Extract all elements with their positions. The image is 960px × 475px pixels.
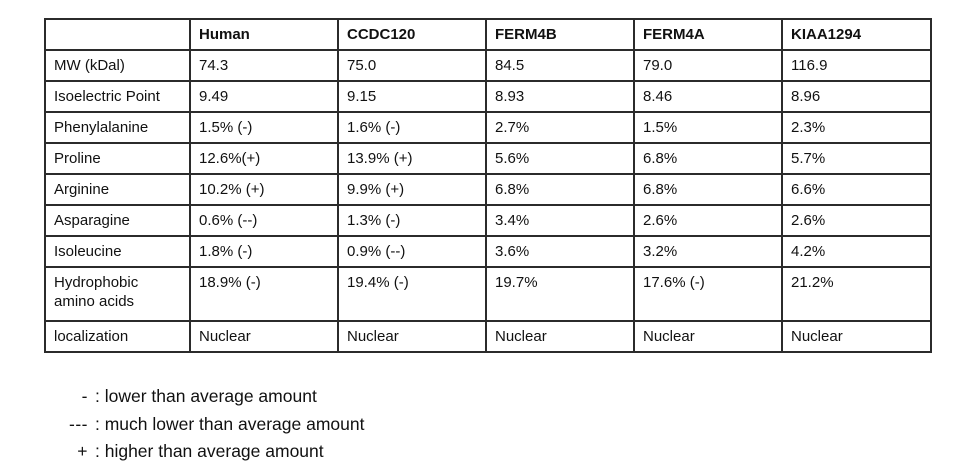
table-header-row: Human CCDC120 FERM4B FERM4A KIAA1294 xyxy=(44,18,932,51)
protein-comparison-table: Human CCDC120 FERM4B FERM4A KIAA1294 MW … xyxy=(44,18,932,353)
table-cell: 21.2% xyxy=(781,266,932,322)
table-cell: 8.93 xyxy=(485,80,635,113)
table-cell: 2.6% xyxy=(633,204,783,237)
table-cell: 9.15 xyxy=(337,80,487,113)
table-row-isoleucine: Isoleucine 1.8% (-) 0.9% (--) 3.6% 3.2% … xyxy=(44,235,932,268)
row-label-cell: Phenylalanine xyxy=(44,111,191,144)
table-cell: 3.4% xyxy=(485,204,635,237)
table-cell: 9.9% (+) xyxy=(337,173,487,206)
table-cell: 2.6% xyxy=(781,204,932,237)
table-row-phenylalanine: Phenylalanine 1.5% (-) 1.6% (-) 2.7% 1.5… xyxy=(44,111,932,144)
header-cell-kiaa1294: KIAA1294 xyxy=(781,18,932,51)
table-cell: 4.2% xyxy=(781,235,932,268)
row-label-cell: localization xyxy=(44,320,191,353)
table-row-hydrophobic-amino-acids: Hydrophobic amino acids 18.9% (-) 19.4% … xyxy=(44,266,932,322)
table-cell: 5.7% xyxy=(781,142,932,175)
table-cell: 84.5 xyxy=(485,49,635,82)
table-cell: 8.46 xyxy=(633,80,783,113)
row-label-cell: Proline xyxy=(44,142,191,175)
table-cell: 3.2% xyxy=(633,235,783,268)
legend-line-much-lower: --- : much lower than average amount xyxy=(50,411,364,439)
table-cell: 74.3 xyxy=(189,49,339,82)
legend-text: : higher than average amount xyxy=(95,441,324,461)
table-cell: 2.3% xyxy=(781,111,932,144)
table-cell: 1.8% (-) xyxy=(189,235,339,268)
row-label-cell: Isoelectric Point xyxy=(44,80,191,113)
legend-line-higher: + : higher than average amount xyxy=(50,438,364,466)
table-cell: 75.0 xyxy=(337,49,487,82)
legend-text: : lower than average amount xyxy=(95,386,317,406)
table-cell: 1.6% (-) xyxy=(337,111,487,144)
table-cell: 13.9% (+) xyxy=(337,142,487,175)
symbol-legend: -: lower than average amount --- : much l… xyxy=(50,383,364,466)
table-row-asparagine: Asparagine 0.6% (--) 1.3% (-) 3.4% 2.6% … xyxy=(44,204,932,237)
header-cell-ferm4b: FERM4B xyxy=(485,18,635,51)
header-cell-human: Human xyxy=(189,18,339,51)
row-label-cell: Asparagine xyxy=(44,204,191,237)
table-cell: 8.96 xyxy=(781,80,932,113)
legend-symbol-triple-minus: --- xyxy=(69,413,88,434)
table-row-isoelectric-point: Isoelectric Point 9.49 9.15 8.93 8.46 8.… xyxy=(44,80,932,113)
table-cell: 6.8% xyxy=(485,173,635,206)
row-label-cell: Isoleucine xyxy=(44,235,191,268)
table-cell: 6.6% xyxy=(781,173,932,206)
table-cell: 2.7% xyxy=(485,111,635,144)
table-cell: 0.6% (--) xyxy=(189,204,339,237)
row-label-cell: Arginine xyxy=(44,173,191,206)
legend-symbol-plus: + xyxy=(77,441,88,461)
table-cell: Nuclear xyxy=(781,320,932,353)
table-row-mw: MW (kDal) 74.3 75.0 84.5 79.0 116.9 xyxy=(44,49,932,82)
table-row-arginine: Arginine 10.2% (+) 9.9% (+) 6.8% 6.8% 6.… xyxy=(44,173,932,206)
table-cell: 1.5% xyxy=(633,111,783,144)
legend-text: : much lower than average amount xyxy=(95,413,365,434)
table-cell: Nuclear xyxy=(633,320,783,353)
legend-line-lower: -: lower than average amount xyxy=(50,383,364,411)
legend-symbol-minus: - xyxy=(81,386,88,406)
table-cell: 5.6% xyxy=(485,142,635,175)
table-cell: 10.2% (+) xyxy=(189,173,339,206)
header-cell-ferm4a: FERM4A xyxy=(633,18,783,51)
table-cell: 18.9% (-) xyxy=(189,266,339,322)
table-cell: 19.7% xyxy=(485,266,635,322)
row-label-cell: Hydrophobic amino acids xyxy=(44,266,191,322)
table-cell: 6.8% xyxy=(633,173,783,206)
table-row-localization: localization Nuclear Nuclear Nuclear Nuc… xyxy=(44,320,932,353)
table-cell: Nuclear xyxy=(337,320,487,353)
table-cell: 116.9 xyxy=(781,49,932,82)
header-cell-blank xyxy=(44,18,191,51)
table-cell: 9.49 xyxy=(189,80,339,113)
table-cell: 1.5% (-) xyxy=(189,111,339,144)
table-cell: 19.4% (-) xyxy=(337,266,487,322)
table-row-proline: Proline 12.6%(+) 13.9% (+) 5.6% 6.8% 5.7… xyxy=(44,142,932,175)
table-cell: Nuclear xyxy=(485,320,635,353)
header-cell-ccdc120: CCDC120 xyxy=(337,18,487,51)
table-cell: 79.0 xyxy=(633,49,783,82)
table-cell: 6.8% xyxy=(633,142,783,175)
table-cell: 1.3% (-) xyxy=(337,204,487,237)
table-cell: Nuclear xyxy=(189,320,339,353)
table-cell: 0.9% (--) xyxy=(337,235,487,268)
table-cell: 12.6%(+) xyxy=(189,142,339,175)
row-label-cell: MW (kDal) xyxy=(44,49,191,82)
table-cell: 3.6% xyxy=(485,235,635,268)
table-cell: 17.6% (-) xyxy=(633,266,783,322)
